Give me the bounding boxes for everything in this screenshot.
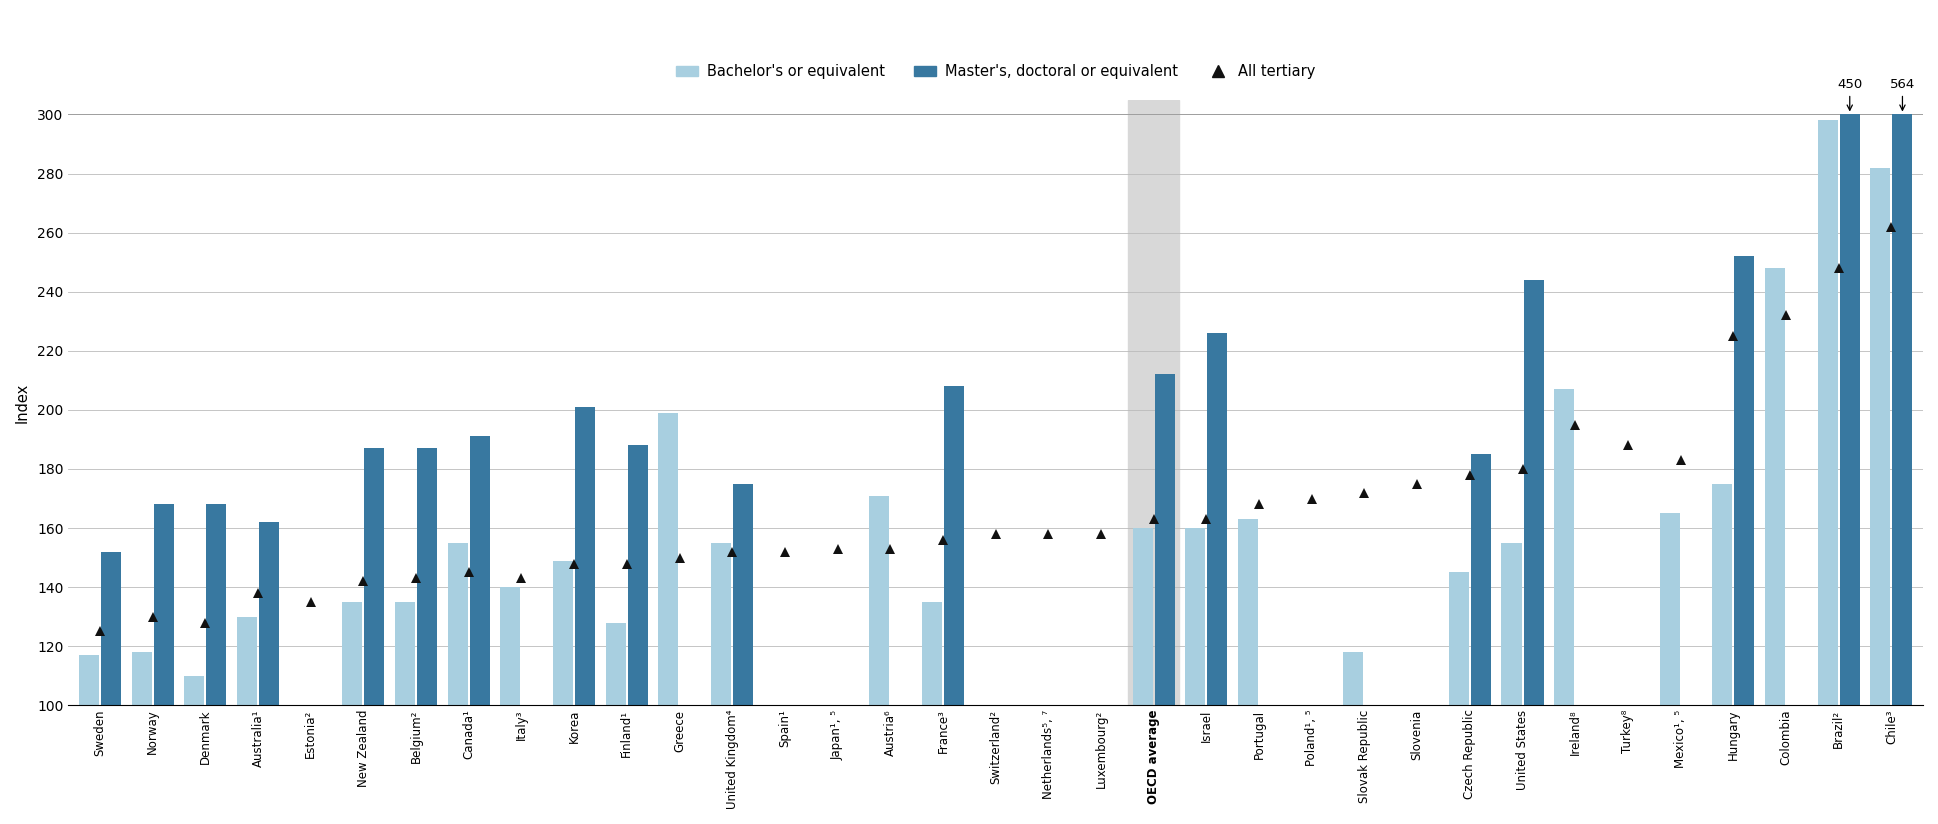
Bar [1870,167,1890,705]
Bar [1450,573,1469,705]
Bar [184,676,203,705]
Bar [576,407,595,705]
Bar [1502,543,1521,705]
Bar [1713,484,1733,705]
Bar [1659,513,1680,705]
Bar [870,495,890,705]
Bar [922,602,942,705]
Bar [469,437,490,705]
Bar [733,484,754,705]
Bar [628,445,647,705]
Bar [236,616,258,705]
Bar [1471,454,1490,705]
Text: 564: 564 [1890,77,1915,110]
Bar [153,504,174,705]
Bar [1207,333,1227,705]
Bar [711,543,731,705]
Legend: Bachelor's or equivalent, Master's, doctoral or equivalent, All tertiary: Bachelor's or equivalent, Master's, doct… [671,59,1322,85]
Bar [500,588,521,705]
Bar [260,522,279,705]
Bar [659,413,678,705]
Bar [1186,528,1205,705]
Bar [1523,280,1545,705]
Y-axis label: Index: Index [16,382,29,423]
Bar [1238,519,1258,705]
Bar [448,543,467,705]
Bar [1155,374,1174,705]
Bar [1132,528,1153,705]
Bar [205,504,227,705]
Bar [1343,652,1364,705]
Bar [79,655,99,705]
Bar [944,386,963,705]
Bar [343,602,362,705]
Bar [1891,115,1913,705]
Bar [417,448,438,705]
Bar [607,623,626,705]
Bar [101,552,120,705]
Text: 450: 450 [1837,77,1862,110]
Bar [132,652,151,705]
Bar [364,448,384,705]
Bar [1766,268,1785,705]
Bar [1818,120,1837,705]
Bar [1554,389,1574,705]
Bar [395,602,415,705]
Bar [552,560,574,705]
Bar [1839,115,1860,705]
Bar [1128,100,1178,705]
Bar [1735,256,1754,705]
